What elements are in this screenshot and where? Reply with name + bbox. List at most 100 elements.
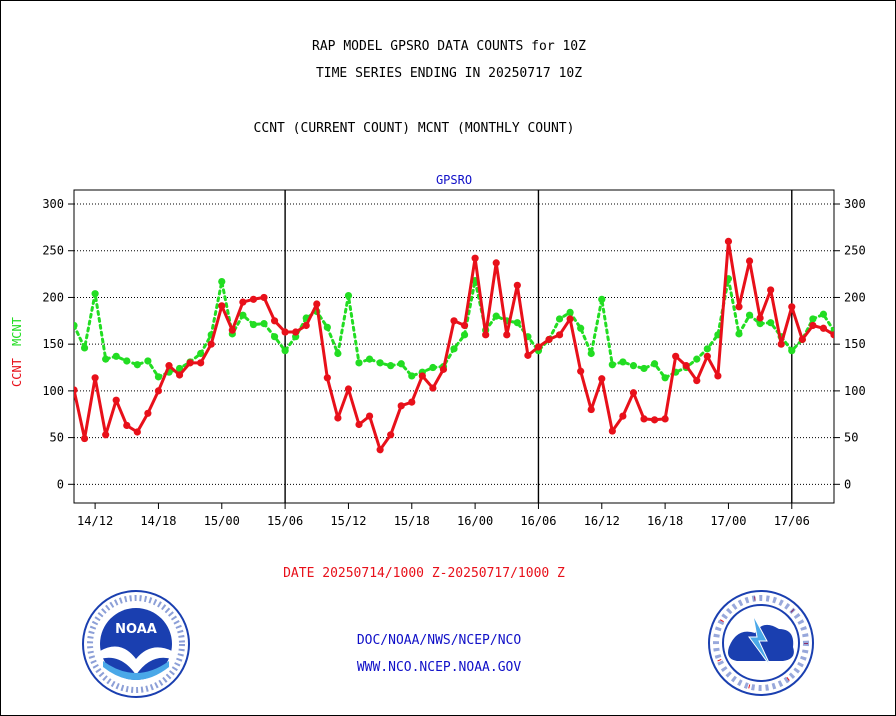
y-axis-label-ccnt: CCNT (10, 358, 24, 387)
data-point-ccnt (513, 281, 521, 289)
data-point-mcnt (619, 358, 627, 366)
data-point-ccnt (460, 321, 469, 330)
data-point-mcnt (74, 321, 78, 330)
x-tick-label: 16/06 (520, 514, 556, 528)
data-point-mcnt (577, 324, 585, 332)
data-point-mcnt (175, 364, 184, 373)
data-point-ccnt (133, 428, 141, 436)
noaa-logo-icon: NOAA (82, 590, 190, 698)
data-point-mcnt (91, 290, 99, 298)
data-point-mcnt (281, 347, 289, 355)
data-point-mcnt (598, 295, 606, 303)
chart-title: RAP MODEL GPSRO DATA COUNTS for 10Z (312, 39, 586, 54)
date-range-label: DATE 20250714/1000 Z-20250717/1000 Z (283, 566, 565, 581)
data-point-ccnt (492, 259, 500, 267)
data-point-ccnt (218, 302, 226, 310)
data-point-ccnt (534, 343, 543, 351)
data-point-mcnt (239, 311, 247, 319)
nws-logo-icon (708, 590, 814, 696)
panel-title: GPSRO (436, 173, 472, 187)
data-point-ccnt (102, 431, 110, 439)
data-point-mcnt (144, 357, 152, 365)
y-tick-label-right: 0 (844, 477, 851, 491)
series-ccnt (74, 237, 834, 454)
data-point-mcnt (123, 357, 131, 365)
data-point-mcnt (260, 320, 268, 328)
data-point-ccnt (228, 326, 236, 334)
data-point-mcnt (566, 308, 574, 316)
data-point-mcnt (323, 323, 331, 331)
data-point-ccnt (640, 415, 648, 423)
data-point-ccnt (197, 359, 205, 367)
data-point-ccnt (756, 314, 764, 322)
data-point-mcnt (587, 349, 595, 358)
data-point-mcnt (344, 291, 353, 300)
data-point-ccnt (566, 315, 574, 323)
data-point-ccnt (302, 321, 310, 330)
data-point-ccnt (714, 372, 722, 380)
chart-legend-description: CCNT (CURRENT COUNT) MCNT (MONTHLY COUNT… (253, 121, 575, 136)
data-point-ccnt (344, 385, 353, 393)
data-point-ccnt (239, 298, 247, 306)
y-tick-label-left: 300 (42, 197, 64, 211)
data-point-mcnt (102, 355, 110, 363)
data-point-ccnt (693, 377, 701, 385)
data-point-mcnt (376, 359, 384, 367)
x-tick-label: 16/18 (647, 514, 683, 528)
y-tick-label-right: 250 (844, 244, 866, 258)
data-point-ccnt (439, 365, 448, 373)
data-point-ccnt (249, 295, 258, 303)
y-tick-label-right: 200 (844, 290, 866, 304)
data-point-ccnt (619, 412, 627, 420)
y-tick-label-left: 200 (42, 290, 64, 304)
data-point-ccnt (682, 362, 690, 370)
data-point-mcnt (460, 331, 469, 339)
data-point-mcnt (218, 277, 226, 286)
data-point-ccnt (503, 331, 511, 339)
data-point-mcnt (450, 345, 458, 353)
data-point-ccnt (450, 317, 458, 325)
data-point-ccnt (545, 335, 553, 344)
data-point-ccnt (408, 398, 416, 406)
data-point-ccnt (524, 351, 532, 359)
x-tick-label: 16/00 (457, 514, 493, 528)
data-point-ccnt (91, 374, 99, 382)
x-tick-label: 17/06 (774, 514, 810, 528)
data-point-mcnt (650, 360, 659, 368)
data-point-ccnt (798, 335, 806, 344)
y-axis-label-mcnt: MCNT (10, 317, 24, 346)
data-point-ccnt (313, 300, 321, 308)
x-tick-label: 15/12 (330, 514, 366, 528)
org-link[interactable]: DOC/NOAA/NWS/NCEP/NCO (356, 633, 522, 648)
y-tick-label-left: 150 (42, 337, 64, 351)
data-point-ccnt (80, 434, 89, 443)
data-point-mcnt (693, 355, 701, 363)
data-point-ccnt (587, 405, 595, 414)
data-point-mcnt (492, 312, 500, 320)
data-point-ccnt (334, 414, 342, 422)
data-point-mcnt (703, 345, 711, 353)
data-point-ccnt (376, 446, 384, 454)
data-point-ccnt (154, 387, 163, 395)
y-tick-label-left: 50 (50, 431, 64, 445)
data-point-ccnt (672, 352, 680, 360)
data-point-mcnt (133, 361, 141, 369)
data-point-ccnt (745, 257, 754, 265)
data-point-ccnt (207, 340, 215, 348)
y-tick-label-left: 250 (42, 244, 64, 258)
data-point-mcnt (355, 359, 363, 367)
data-point-mcnt (767, 319, 775, 327)
data-point-ccnt (555, 331, 564, 339)
data-point-mcnt (197, 349, 205, 358)
data-point-mcnt (429, 363, 437, 372)
data-point-mcnt (788, 347, 796, 355)
y-tick-label-right: 300 (844, 197, 866, 211)
web-link[interactable]: WWW.NCO.NCEP.NOAA.GOV (356, 660, 522, 675)
data-point-mcnt (735, 330, 743, 338)
data-point-mcnt (809, 315, 817, 323)
data-point-mcnt (745, 311, 754, 319)
data-point-mcnt (513, 319, 521, 327)
x-tick-label: 14/18 (140, 514, 176, 528)
data-point-ccnt (830, 331, 834, 339)
